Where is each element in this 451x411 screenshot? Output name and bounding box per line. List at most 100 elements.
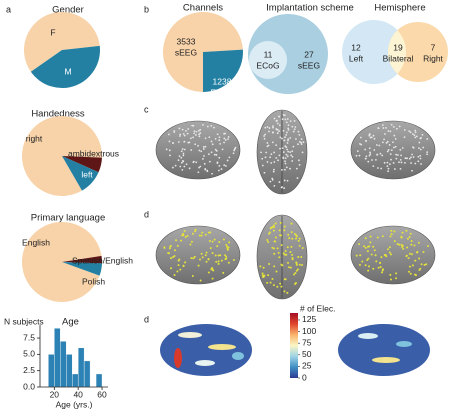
electrode-dot	[403, 129, 406, 131]
y-tick-label: 2.5	[23, 365, 35, 375]
brain-right	[350, 120, 436, 180]
electrode-dot	[259, 265, 262, 268]
electrode-dot	[199, 279, 202, 282]
electrode-dot	[273, 161, 276, 163]
electrode-dot	[426, 138, 429, 140]
electrode-dot	[204, 145, 207, 148]
electrode-dot	[269, 180, 272, 183]
electrode-dot	[216, 245, 219, 248]
electrode-dot	[183, 148, 186, 151]
electrode-dot	[274, 222, 277, 225]
electrode-dot	[261, 274, 264, 277]
electrode-dot	[419, 154, 422, 157]
electrode-dot	[175, 239, 178, 242]
electrode-dot	[418, 147, 420, 149]
electrode-dot	[369, 151, 371, 154]
electrode-dot	[202, 145, 205, 148]
electrode-dot	[208, 239, 211, 242]
electrode-dot	[182, 154, 185, 157]
electrode-dot	[180, 161, 183, 164]
electrode-dot	[287, 124, 290, 126]
electrode-dot	[419, 137, 422, 140]
electrode-dot	[218, 169, 220, 172]
patch	[174, 348, 182, 368]
electrode-dot	[294, 272, 297, 275]
electrode-dot	[289, 251, 292, 254]
electrode-dot	[222, 271, 225, 274]
slice-label: left	[81, 169, 93, 179]
electrode-dot	[275, 144, 278, 147]
electrode-dot	[369, 153, 372, 155]
colorbar-tick-label: 100	[302, 326, 316, 336]
slice-label: Polish	[82, 276, 105, 286]
patch	[372, 357, 400, 363]
electrode-dot	[285, 253, 288, 256]
electrode-dot	[205, 251, 208, 254]
electrode-dot	[169, 154, 171, 157]
colorbar-tick-label: 25	[302, 361, 312, 371]
electrode-dot	[372, 245, 375, 248]
electrode-dot	[207, 258, 210, 261]
electrode-dot	[282, 113, 285, 116]
electrode-dot	[263, 274, 266, 277]
electrode-dot	[284, 160, 286, 163]
electrode-dot	[224, 254, 227, 257]
electrode-dot	[286, 155, 289, 158]
electrode-dot	[405, 157, 407, 160]
electrode-dot	[282, 156, 285, 159]
electrode-dot	[364, 237, 367, 240]
electrode-dot	[367, 257, 370, 260]
electrode-dot	[276, 128, 279, 131]
electrode-dot	[272, 229, 275, 232]
electrode-dot	[270, 162, 273, 164]
electrode-dot	[224, 165, 227, 167]
colorbar-tick-label: 125	[302, 314, 316, 324]
electrode-dot	[203, 155, 205, 157]
electrode-dot	[364, 264, 367, 267]
electrode-dot	[275, 120, 278, 122]
electrode-dot	[390, 233, 393, 236]
electrode-dot	[290, 231, 293, 234]
electrode-dot	[209, 231, 212, 234]
electrode-dot	[368, 147, 371, 150]
electrode-dot	[395, 272, 398, 275]
electrode-dot	[168, 252, 171, 255]
electrode-dot	[399, 167, 402, 170]
electrode-dot	[191, 124, 194, 127]
electrode-dot	[389, 278, 392, 281]
electrode-dot	[180, 239, 183, 242]
electrode-dot	[272, 170, 275, 173]
electrode-dot	[179, 268, 182, 271]
electrode-dot	[283, 114, 286, 117]
electrode-dot	[386, 140, 389, 143]
hist-title: Age	[62, 317, 79, 328]
electrode-dot	[163, 246, 166, 249]
electrode-dot	[178, 155, 181, 158]
electrode-dot	[291, 237, 294, 240]
electrode-dot	[172, 142, 174, 144]
y-tick-label: 5.0	[23, 349, 35, 359]
electrode-dot	[388, 246, 391, 249]
electrode-dot	[296, 268, 299, 271]
patch	[232, 352, 244, 360]
electrode-dot	[216, 161, 219, 164]
electrode-dot	[268, 130, 270, 133]
electrode-dot	[358, 154, 361, 157]
electrode-dot	[425, 263, 428, 266]
electrode-dot	[410, 253, 413, 256]
electrode-dot	[386, 161, 389, 164]
electrode-dot	[285, 153, 288, 156]
electrode-dot	[274, 236, 277, 239]
electrode-dot	[178, 127, 181, 130]
electrode-dot	[207, 231, 210, 234]
electrode-dot	[359, 254, 362, 257]
electrode-dot	[385, 127, 387, 129]
electrode-dot	[395, 157, 398, 160]
panel-label: c	[144, 104, 149, 114]
electrode-dot	[188, 141, 191, 144]
electrode-dot	[387, 167, 390, 170]
electrode-dot	[275, 157, 278, 159]
electrode-dot	[286, 148, 289, 151]
electrode-dot	[289, 137, 292, 139]
electrode-dot	[189, 243, 192, 246]
